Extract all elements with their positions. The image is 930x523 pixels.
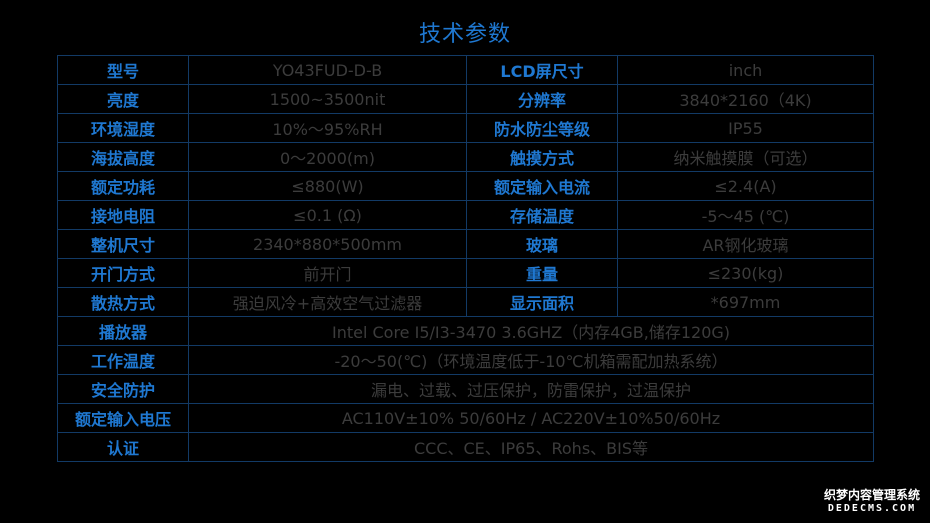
spec-label: 额定输入电流 (466, 171, 618, 201)
spec-label: 环境湿度 (57, 113, 189, 143)
spec-value: CCC、CE、IP65、Rohs、BIS等 (188, 432, 874, 462)
page-title: 技术参数 (418, 22, 511, 47)
spec-value: AC110V±10% 50/60Hz / AC220V±10%50/60Hz (188, 403, 874, 433)
spec-value: 2340*880*500mm (188, 229, 467, 259)
table-row: 接地电阻 ≤0.1 (Ω) 存储温度 -5～45 (℃) (57, 200, 874, 230)
spec-value: ≤880(W) (188, 171, 467, 201)
table-row: 海拔高度 0～2000(m) 触摸方式 纳米触摸膜（可选） (57, 142, 874, 172)
spec-label: 散热方式 (57, 287, 189, 317)
table-row: 散热方式 强迫风冷+高效空气过滤器 显示面积 *697mm (57, 287, 874, 317)
spec-label: 亮度 (57, 84, 189, 114)
spec-value: 强迫风冷+高效空气过滤器 (188, 287, 467, 317)
spec-value: 0～2000(m) (188, 142, 467, 172)
spec-value: 3840*2160（4K) (617, 84, 874, 114)
table-row: 环境湿度 10%～95%RH 防水防尘等级 IP55 (57, 113, 874, 143)
spec-label: 玻璃 (466, 229, 618, 259)
spec-label: 海拔高度 (57, 142, 189, 172)
spec-label: 重量 (466, 258, 618, 288)
table-row: 型号 YO43FUD-D-B LCD屏尺寸 inch (57, 55, 874, 85)
watermark-line2: DEDECMS.COM (827, 503, 917, 514)
spec-value: 漏电、过载、过压保护，防雷保护，过温保护 (188, 374, 874, 404)
watermark-line1: 织梦内容管理系统 (823, 488, 920, 502)
spec-label: 触摸方式 (466, 142, 618, 172)
spec-value: 10%～95%RH (188, 113, 467, 143)
spec-value: -5～45 (℃) (617, 200, 874, 230)
table-row: 工作温度 -20～50(℃)（环境温度低于-10℃机箱需配加热系统） (57, 345, 874, 375)
spec-label: 分辨率 (466, 84, 618, 114)
spec-label: 额定功耗 (57, 171, 189, 201)
watermark-logo: 织梦内容管理系统 DEDECMS.COM (824, 489, 920, 515)
spec-value: -20～50(℃)（环境温度低于-10℃机箱需配加热系统） (188, 345, 874, 375)
spec-value: 前开门 (188, 258, 467, 288)
table-row: 播放器 Intel Core I5/I3-3470 3.6GHZ（内存4GB,储存… (57, 316, 874, 346)
spec-value: 纳米触摸膜（可选） (617, 142, 874, 172)
spec-label: 防水防尘等级 (466, 113, 618, 143)
spec-value: ≤2.4(A) (617, 171, 874, 201)
spec-value: YO43FUD-D-B (188, 55, 467, 85)
spec-label: 整机尺寸 (57, 229, 189, 259)
spec-value: 1500~3500nit (188, 84, 467, 114)
table-row: 安全防护 漏电、过载、过压保护，防雷保护，过温保护 (57, 374, 874, 404)
spec-value: inch (617, 55, 874, 85)
table-row: 额定输入电压 AC110V±10% 50/60Hz / AC220V±10%50/… (57, 403, 874, 433)
table-row: 额定功耗 ≤880(W) 额定输入电流 ≤2.4(A) (57, 171, 874, 201)
spec-value: IP55 (617, 113, 874, 143)
spec-label: 存储温度 (466, 200, 618, 230)
spec-label: 开门方式 (57, 258, 189, 288)
spec-label: LCD屏尺寸 (466, 55, 618, 85)
table-row: 整机尺寸 2340*880*500mm 玻璃 AR钢化玻璃 (57, 229, 874, 259)
spec-label: 工作温度 (57, 345, 189, 375)
table-row: 认证 CCC、CE、IP65、Rohs、BIS等 (57, 432, 874, 462)
table-row: 开门方式 前开门 重量 ≤230(kg) (57, 258, 874, 288)
spec-label: 安全防护 (57, 374, 189, 404)
spec-label: 显示面积 (466, 287, 618, 317)
spec-value: *697mm (617, 287, 874, 317)
spec-value: AR钢化玻璃 (617, 229, 874, 259)
spec-label: 播放器 (57, 316, 189, 346)
spec-table: 型号 YO43FUD-D-B LCD屏尺寸 inch 亮度 1500~3500nit 分辨率… (57, 55, 874, 462)
spec-value: Intel Core I5/I3-3470 3.6GHZ（内存4GB,储存120… (188, 316, 874, 346)
spec-label: 额定输入电压 (57, 403, 189, 433)
table-row: 亮度 1500~3500nit 分辨率 3840*2160（4K) (57, 84, 874, 114)
spec-value: ≤0.1 (Ω) (188, 200, 467, 230)
spec-label: 接地电阻 (57, 200, 189, 230)
spec-label: 认证 (57, 432, 189, 462)
spec-value: ≤230(kg) (617, 258, 874, 288)
spec-label: 型号 (57, 55, 189, 85)
